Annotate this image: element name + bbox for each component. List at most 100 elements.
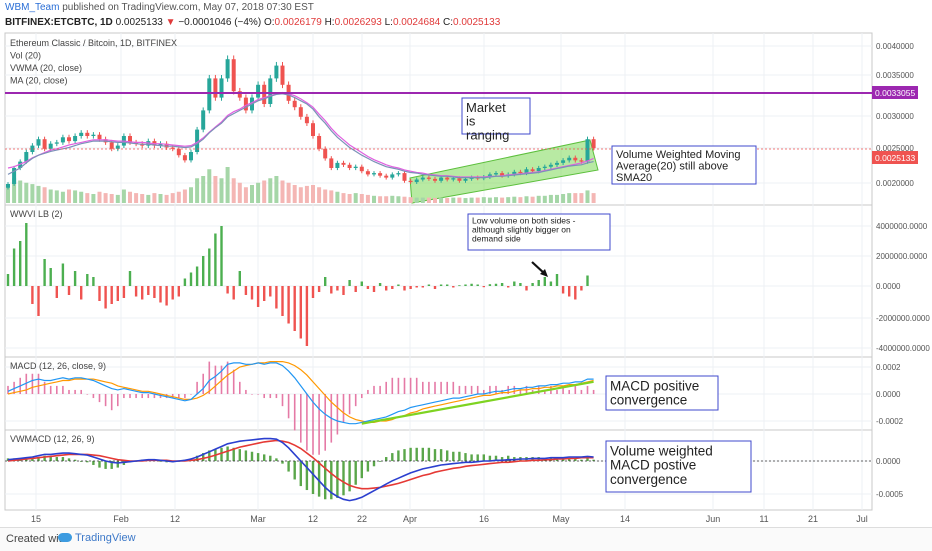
- vwmacd-histogram-bar: [415, 447, 418, 461]
- volume-bar: [536, 195, 541, 203]
- vwmacd-histogram-bar: [439, 449, 443, 461]
- macd-histogram-bar: [513, 385, 516, 394]
- volume-index-bar: [244, 286, 248, 295]
- volume-bar: [353, 193, 358, 203]
- vwmacd-histogram-bar: [568, 458, 571, 461]
- volume-index-bar: [311, 286, 315, 298]
- volume-index-bar: [98, 286, 101, 301]
- vwmacd-histogram-bar: [348, 461, 351, 492]
- vwmacd-histogram-bar: [256, 453, 260, 461]
- volume-bar: [97, 191, 102, 203]
- volume-index-bar: [336, 286, 339, 291]
- macd-histogram-bar: [586, 385, 589, 394]
- candle-body: [225, 59, 230, 79]
- y-tick-label: 2000000.0000: [876, 252, 928, 261]
- volume-index-bar: [433, 286, 437, 289]
- volume-bar: [262, 180, 267, 203]
- candle-body: [487, 174, 492, 177]
- volume-bar: [579, 193, 584, 203]
- macd-histogram-bar: [257, 394, 259, 395]
- candle-body: [347, 164, 352, 168]
- candle-body: [48, 143, 53, 149]
- pane-label: Ethereum Classic / Bitcoin, 1D, BITFINEX: [10, 38, 177, 48]
- vwmacd-histogram-bar: [366, 461, 370, 472]
- level-price-label: 0.0033055: [875, 88, 915, 98]
- last-price-tag: [872, 151, 918, 164]
- volume-bar: [469, 197, 474, 203]
- candle-body: [365, 171, 370, 175]
- vwmacd-histogram-bar: [98, 461, 101, 468]
- volume-bar: [530, 196, 535, 203]
- vwmacd-histogram-bar: [104, 461, 107, 469]
- volume-bar: [231, 178, 236, 203]
- low-value: 0.0024684: [392, 17, 441, 28]
- vwmacd-histogram-bar: [275, 458, 278, 461]
- macd-histogram-bar: [31, 373, 34, 394]
- macd-histogram-bar: [293, 394, 296, 431]
- volume-index-bar: [439, 284, 443, 286]
- macd-histogram-bar: [458, 385, 461, 394]
- vwmacd-histogram-bar: [421, 447, 424, 461]
- volume-bar: [433, 198, 437, 203]
- y-tick-label: 0.0040000: [876, 42, 914, 51]
- vwmacd-histogram-bar: [305, 461, 309, 491]
- vwmacd-histogram-bar: [86, 461, 89, 463]
- volume-bar: [292, 185, 297, 203]
- volume-bar: [347, 194, 352, 203]
- volume-bar: [225, 167, 230, 203]
- publish-info: WBM_Team published on TradingView.com, M…: [5, 2, 314, 13]
- macd-histogram-bar: [153, 394, 156, 399]
- macd-histogram-bar: [25, 373, 28, 394]
- volume-index-bar: [226, 286, 229, 294]
- vwmacd-histogram-bar: [238, 449, 241, 461]
- volume-index-bar: [275, 286, 278, 309]
- tradingview-logo[interactable]: TradingView: [58, 532, 136, 544]
- vwmacd-histogram-bar: [202, 453, 205, 461]
- macd-histogram-bar: [245, 389, 247, 394]
- volume-bar: [487, 197, 492, 203]
- macd-histogram-bar: [470, 385, 473, 394]
- vwmacd-histogram-bar: [159, 461, 162, 462]
- candle-body: [402, 173, 407, 181]
- author-link[interactable]: WBM_Team: [5, 2, 60, 13]
- candle-body: [60, 137, 65, 143]
- annotation-vwmacd-convergence: Volume weighted MACD postive convergence: [610, 444, 713, 487]
- volume-index-bar: [476, 284, 479, 286]
- candle-body: [378, 173, 383, 176]
- volume-bar: [42, 187, 47, 203]
- volume-index-bar: [513, 281, 516, 286]
- candle-body: [85, 132, 90, 136]
- annotation-vwma-above-sma: Volume Weighted Moving Average(20) still …: [616, 149, 741, 184]
- candle-body: [128, 136, 132, 143]
- x-tick-label: Apr: [403, 514, 417, 524]
- volume-bar: [481, 197, 486, 203]
- candle-body: [451, 178, 456, 180]
- macd-histogram-bar: [129, 394, 131, 399]
- volume-bar: [408, 197, 413, 203]
- macd-histogram-bar: [592, 389, 595, 394]
- volume-bar: [414, 197, 419, 203]
- volume-index-bar: [293, 286, 296, 331]
- macd-histogram-bar: [275, 394, 278, 399]
- vwmacd-histogram-bar: [391, 453, 394, 461]
- volume-index-bar: [458, 285, 461, 287]
- chart-canvas[interactable]: 15 Feb 12 Mar 12 22 Apr 16 May 14 Jun 11 21 Jul 0.0040…: [0, 0, 932, 527]
- volume-bar: [109, 194, 114, 203]
- volume-bar: [500, 197, 505, 203]
- macd-histogram-bar: [373, 385, 375, 394]
- vwmacd-histogram-bar: [55, 457, 58, 461]
- candle-body: [304, 116, 309, 124]
- candle-body: [189, 152, 193, 161]
- macd-histogram-bar: [190, 394, 192, 395]
- volume-index-bar: [67, 286, 71, 295]
- candle-body: [323, 148, 328, 159]
- volume-index-bar: [537, 280, 540, 286]
- x-tick-label: 12: [308, 514, 318, 524]
- candle-body: [408, 180, 413, 183]
- volume-index-bar: [232, 286, 235, 300]
- macd-histogram-bar: [379, 385, 381, 394]
- macd-histogram-bar: [251, 394, 253, 395]
- vwmacd-histogram-bar: [116, 461, 119, 468]
- volume-bar: [73, 190, 78, 203]
- vwmacd-histogram-bar: [73, 459, 77, 461]
